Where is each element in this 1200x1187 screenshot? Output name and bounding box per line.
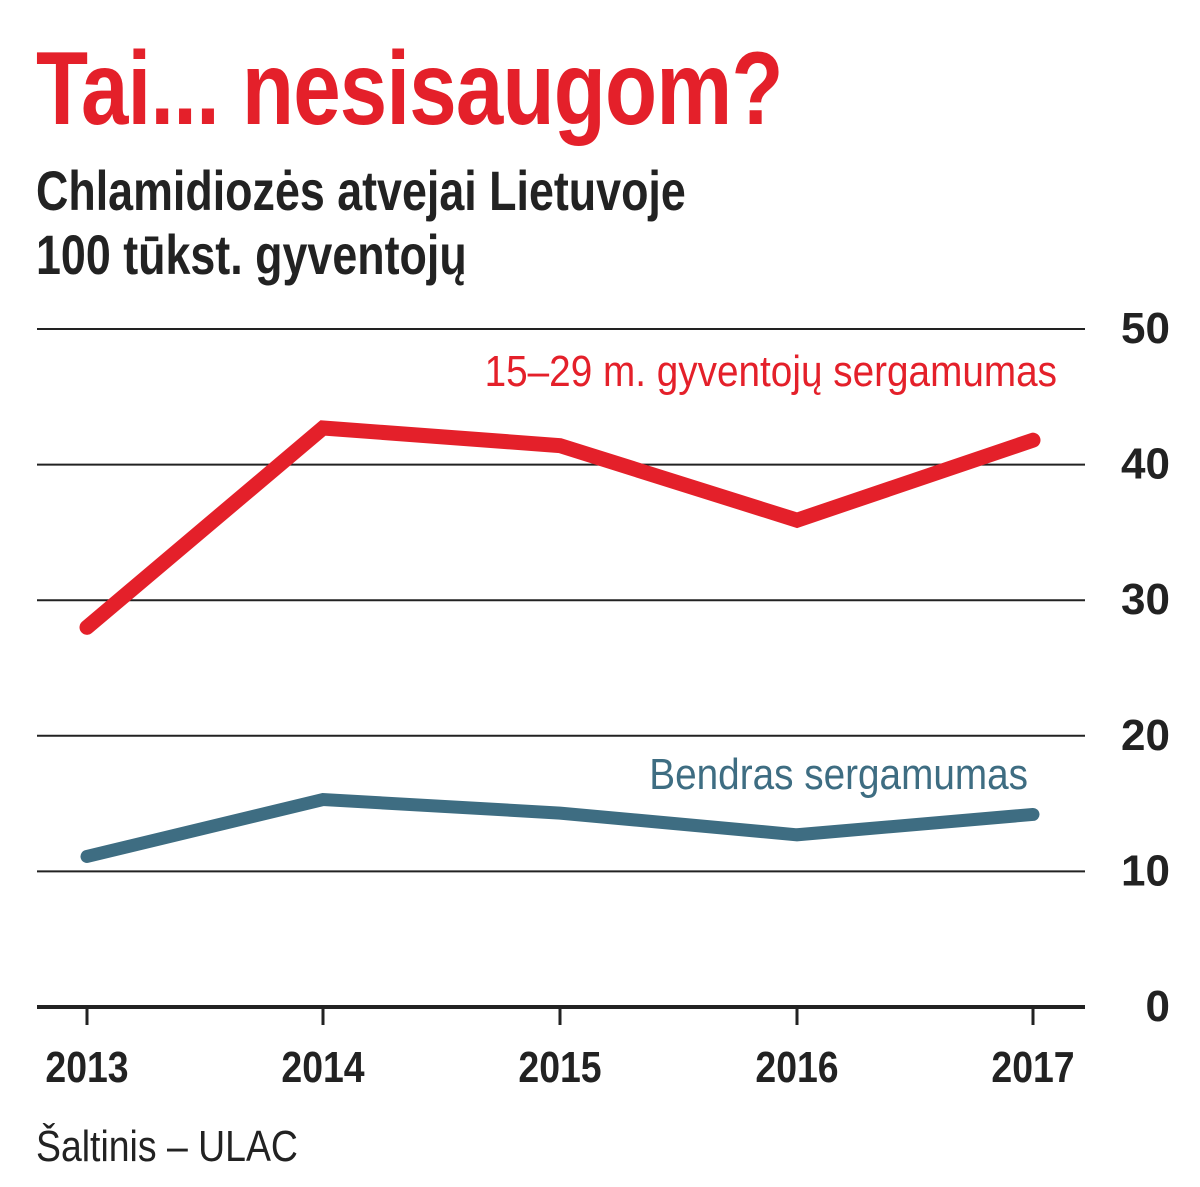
series-line-total [80,792,1040,863]
y-tick-label: 50 [1121,304,1170,353]
x-tick-label: 2016 [755,1042,838,1092]
x-tick-label: 2014 [281,1042,364,1092]
y-tick-label: 0 [1146,982,1170,1031]
series-label: Bendras sergamumas [649,749,1028,799]
source-note: Šaltinis – ULAC [36,1122,298,1171]
series-label: 15–29 m. gyventojų sergamumas [485,346,1057,396]
y-tick-label: 40 [1121,440,1170,489]
chart-subtitle-line2: 100 tūkst. gyventojų [36,223,467,286]
y-tick-label: 30 [1121,575,1170,624]
y-tick-label: 20 [1121,711,1170,760]
chart-title: Tai... nesisaugom? [36,31,783,147]
series-line-15-29 [79,420,1041,635]
x-tick-label: 2017 [991,1042,1074,1092]
y-tick-label: 10 [1121,846,1170,895]
x-tick-label: 2015 [518,1042,601,1092]
chart-subtitle-line1: Chlamidiozės atvejai Lietuvoje [36,159,686,222]
x-tick-label: 2013 [45,1042,128,1092]
